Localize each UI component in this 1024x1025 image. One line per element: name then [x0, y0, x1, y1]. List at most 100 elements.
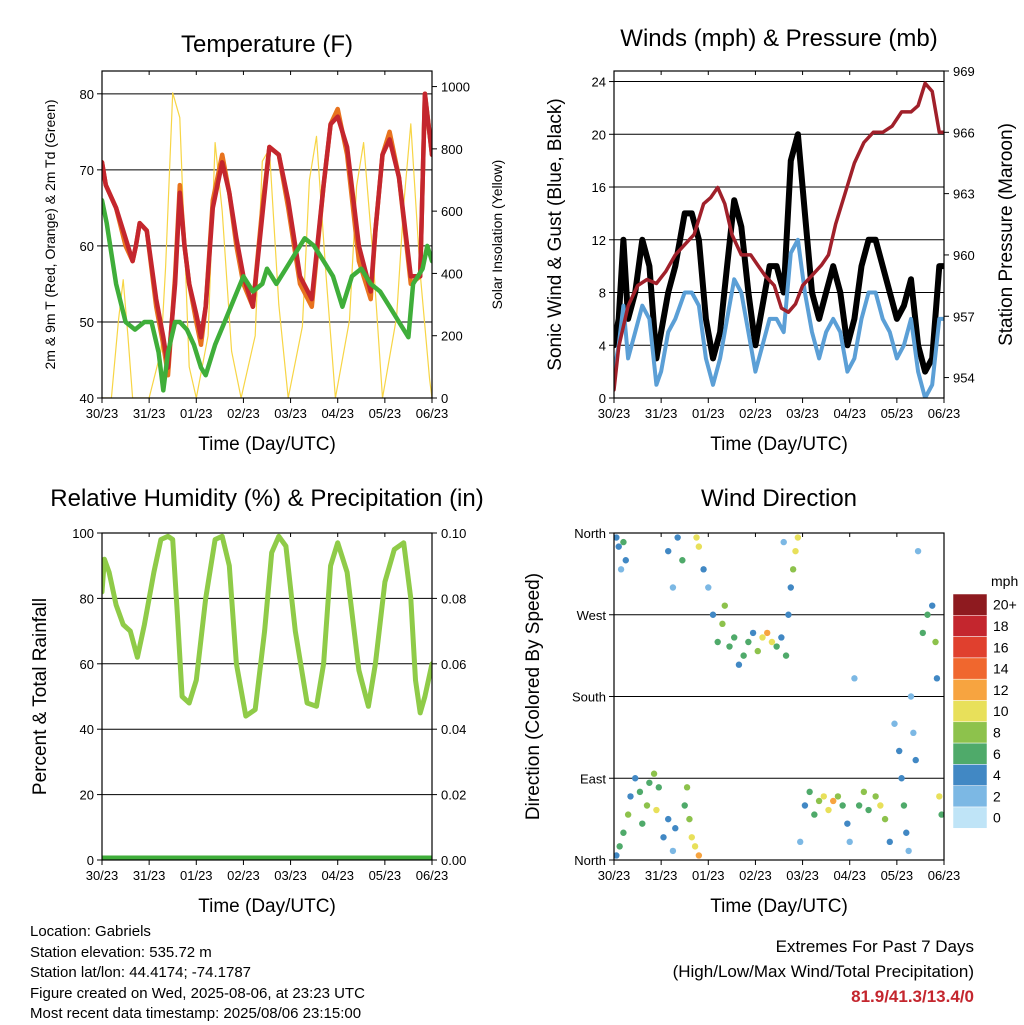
direction-point — [735, 661, 743, 668]
direction-point — [740, 652, 747, 659]
direction-point — [907, 693, 915, 700]
y2-tick-label: 0 — [441, 391, 448, 406]
direction-point — [912, 756, 919, 764]
direction-point — [811, 811, 818, 818]
direction-point — [759, 634, 766, 641]
direction-point — [669, 584, 677, 591]
y2-tick-label: 1000 — [441, 80, 470, 95]
direction-point — [801, 802, 809, 809]
y2-tick-label: 600 — [441, 204, 463, 219]
direction-point — [933, 675, 941, 682]
y-tick-label: 80 — [80, 87, 94, 102]
x-tick-label: 05/23 — [881, 868, 914, 883]
y-tick-label: 24 — [592, 75, 606, 90]
direction-point — [797, 838, 804, 846]
panel-title: Temperature (F) — [181, 31, 353, 58]
direction-point — [627, 793, 634, 800]
direction-point — [745, 638, 752, 646]
x-tick-label: 03/23 — [274, 868, 307, 883]
x-tick-label: 01/23 — [180, 868, 213, 883]
legend-label: 6 — [993, 746, 1001, 762]
x-tick-label: 30/23 — [86, 406, 119, 421]
direction-point — [905, 847, 912, 855]
direction-point — [700, 566, 707, 573]
direction-point — [669, 847, 677, 855]
extremes-box: Extremes For Past 7 Days (High/Low/Max W… — [673, 934, 974, 1009]
x-tick-label: 31/23 — [133, 406, 166, 421]
legend-swatch — [952, 678, 988, 701]
station-latlon: Station lat/lon: 44.4174; -74.1787 — [30, 964, 252, 981]
direction-point — [806, 788, 813, 796]
series-temp2m — [102, 91, 432, 378]
direction-point — [903, 829, 910, 836]
series-solar — [102, 92, 432, 398]
direction-point — [898, 775, 905, 782]
direction-point — [714, 638, 721, 646]
y-tick-label: 40 — [80, 391, 94, 406]
y-tick-label: 20 — [592, 127, 606, 142]
legend-label: 14 — [993, 661, 1009, 677]
legend-swatch — [952, 615, 988, 637]
y2-tick-label: 0.08 — [441, 591, 466, 606]
direction-point — [780, 538, 787, 546]
y2-tick-label: 960 — [953, 248, 975, 263]
plot-frame — [613, 70, 945, 399]
direction-point — [705, 584, 712, 591]
direction-point — [846, 838, 853, 846]
y2-tick-label: 969 — [953, 64, 975, 79]
x-tick-label: 06/23 — [416, 868, 449, 883]
station-location: Location: Gabriels — [30, 923, 151, 940]
legend-swatch — [952, 742, 988, 765]
direction-point — [686, 815, 693, 823]
direction-point — [650, 770, 658, 777]
x-tick-label: 06/23 — [416, 406, 449, 421]
legend-label: 2 — [993, 788, 1001, 804]
y-tick-label: 70 — [80, 163, 94, 178]
x-tick-label: 30/23 — [598, 868, 631, 883]
direction-point — [787, 584, 794, 591]
series-wind — [614, 237, 944, 398]
x-tick-label: 04/23 — [321, 868, 354, 883]
y-axis-label: Percent & Total Rainfall — [30, 598, 51, 795]
x-tick-label: 06/23 — [928, 868, 961, 883]
x-tick-label: 05/23 — [369, 406, 402, 421]
direction-point — [636, 788, 644, 796]
direction-point — [900, 802, 908, 809]
y-tick-label: West — [577, 608, 607, 623]
direction-point — [910, 729, 917, 737]
recent-timestamp: Most recent data timestamp: 2025/08/06 2… — [30, 1005, 362, 1022]
legend-label: 20+ — [993, 597, 1017, 613]
direction-point — [681, 802, 688, 809]
direction-point — [773, 643, 780, 650]
direction-point — [792, 547, 799, 555]
y2-tick-label: 954 — [953, 371, 975, 386]
x-tick-label: 31/23 — [645, 406, 678, 421]
plot-frame — [101, 532, 433, 861]
direction-point — [865, 806, 872, 814]
speed-legend: mph 20+ 18 16 14 12 10 8 6 4 2 0 — [952, 573, 1018, 829]
direction-point — [620, 538, 627, 546]
series-rh — [102, 533, 432, 719]
y-tick-label: 8 — [599, 286, 606, 301]
direction-point — [855, 802, 863, 809]
panel-title: Relative Humidity (%) & Precipitation (i… — [50, 485, 483, 512]
extremes-subtitle: (High/Low/Max Wind/Total Precipitation) — [672, 962, 974, 981]
direction-point — [672, 825, 679, 832]
direction-point — [830, 797, 837, 805]
direction-point — [632, 775, 639, 782]
direction-point — [851, 675, 858, 682]
x-axis-label: Time (Day/UTC) — [710, 896, 848, 917]
legend-label: 0 — [993, 810, 1001, 826]
legend-swatch — [952, 657, 988, 680]
direction-point — [896, 747, 903, 755]
x-tick-label: 03/23 — [786, 406, 819, 421]
legend-swatch — [952, 764, 988, 786]
direction-point — [789, 566, 797, 573]
direction-point — [749, 629, 757, 637]
y2-tick-label: 966 — [953, 125, 975, 140]
series-gust — [614, 131, 944, 375]
direction-point — [660, 834, 667, 841]
direction-point — [932, 638, 939, 646]
direction-point — [834, 793, 842, 800]
